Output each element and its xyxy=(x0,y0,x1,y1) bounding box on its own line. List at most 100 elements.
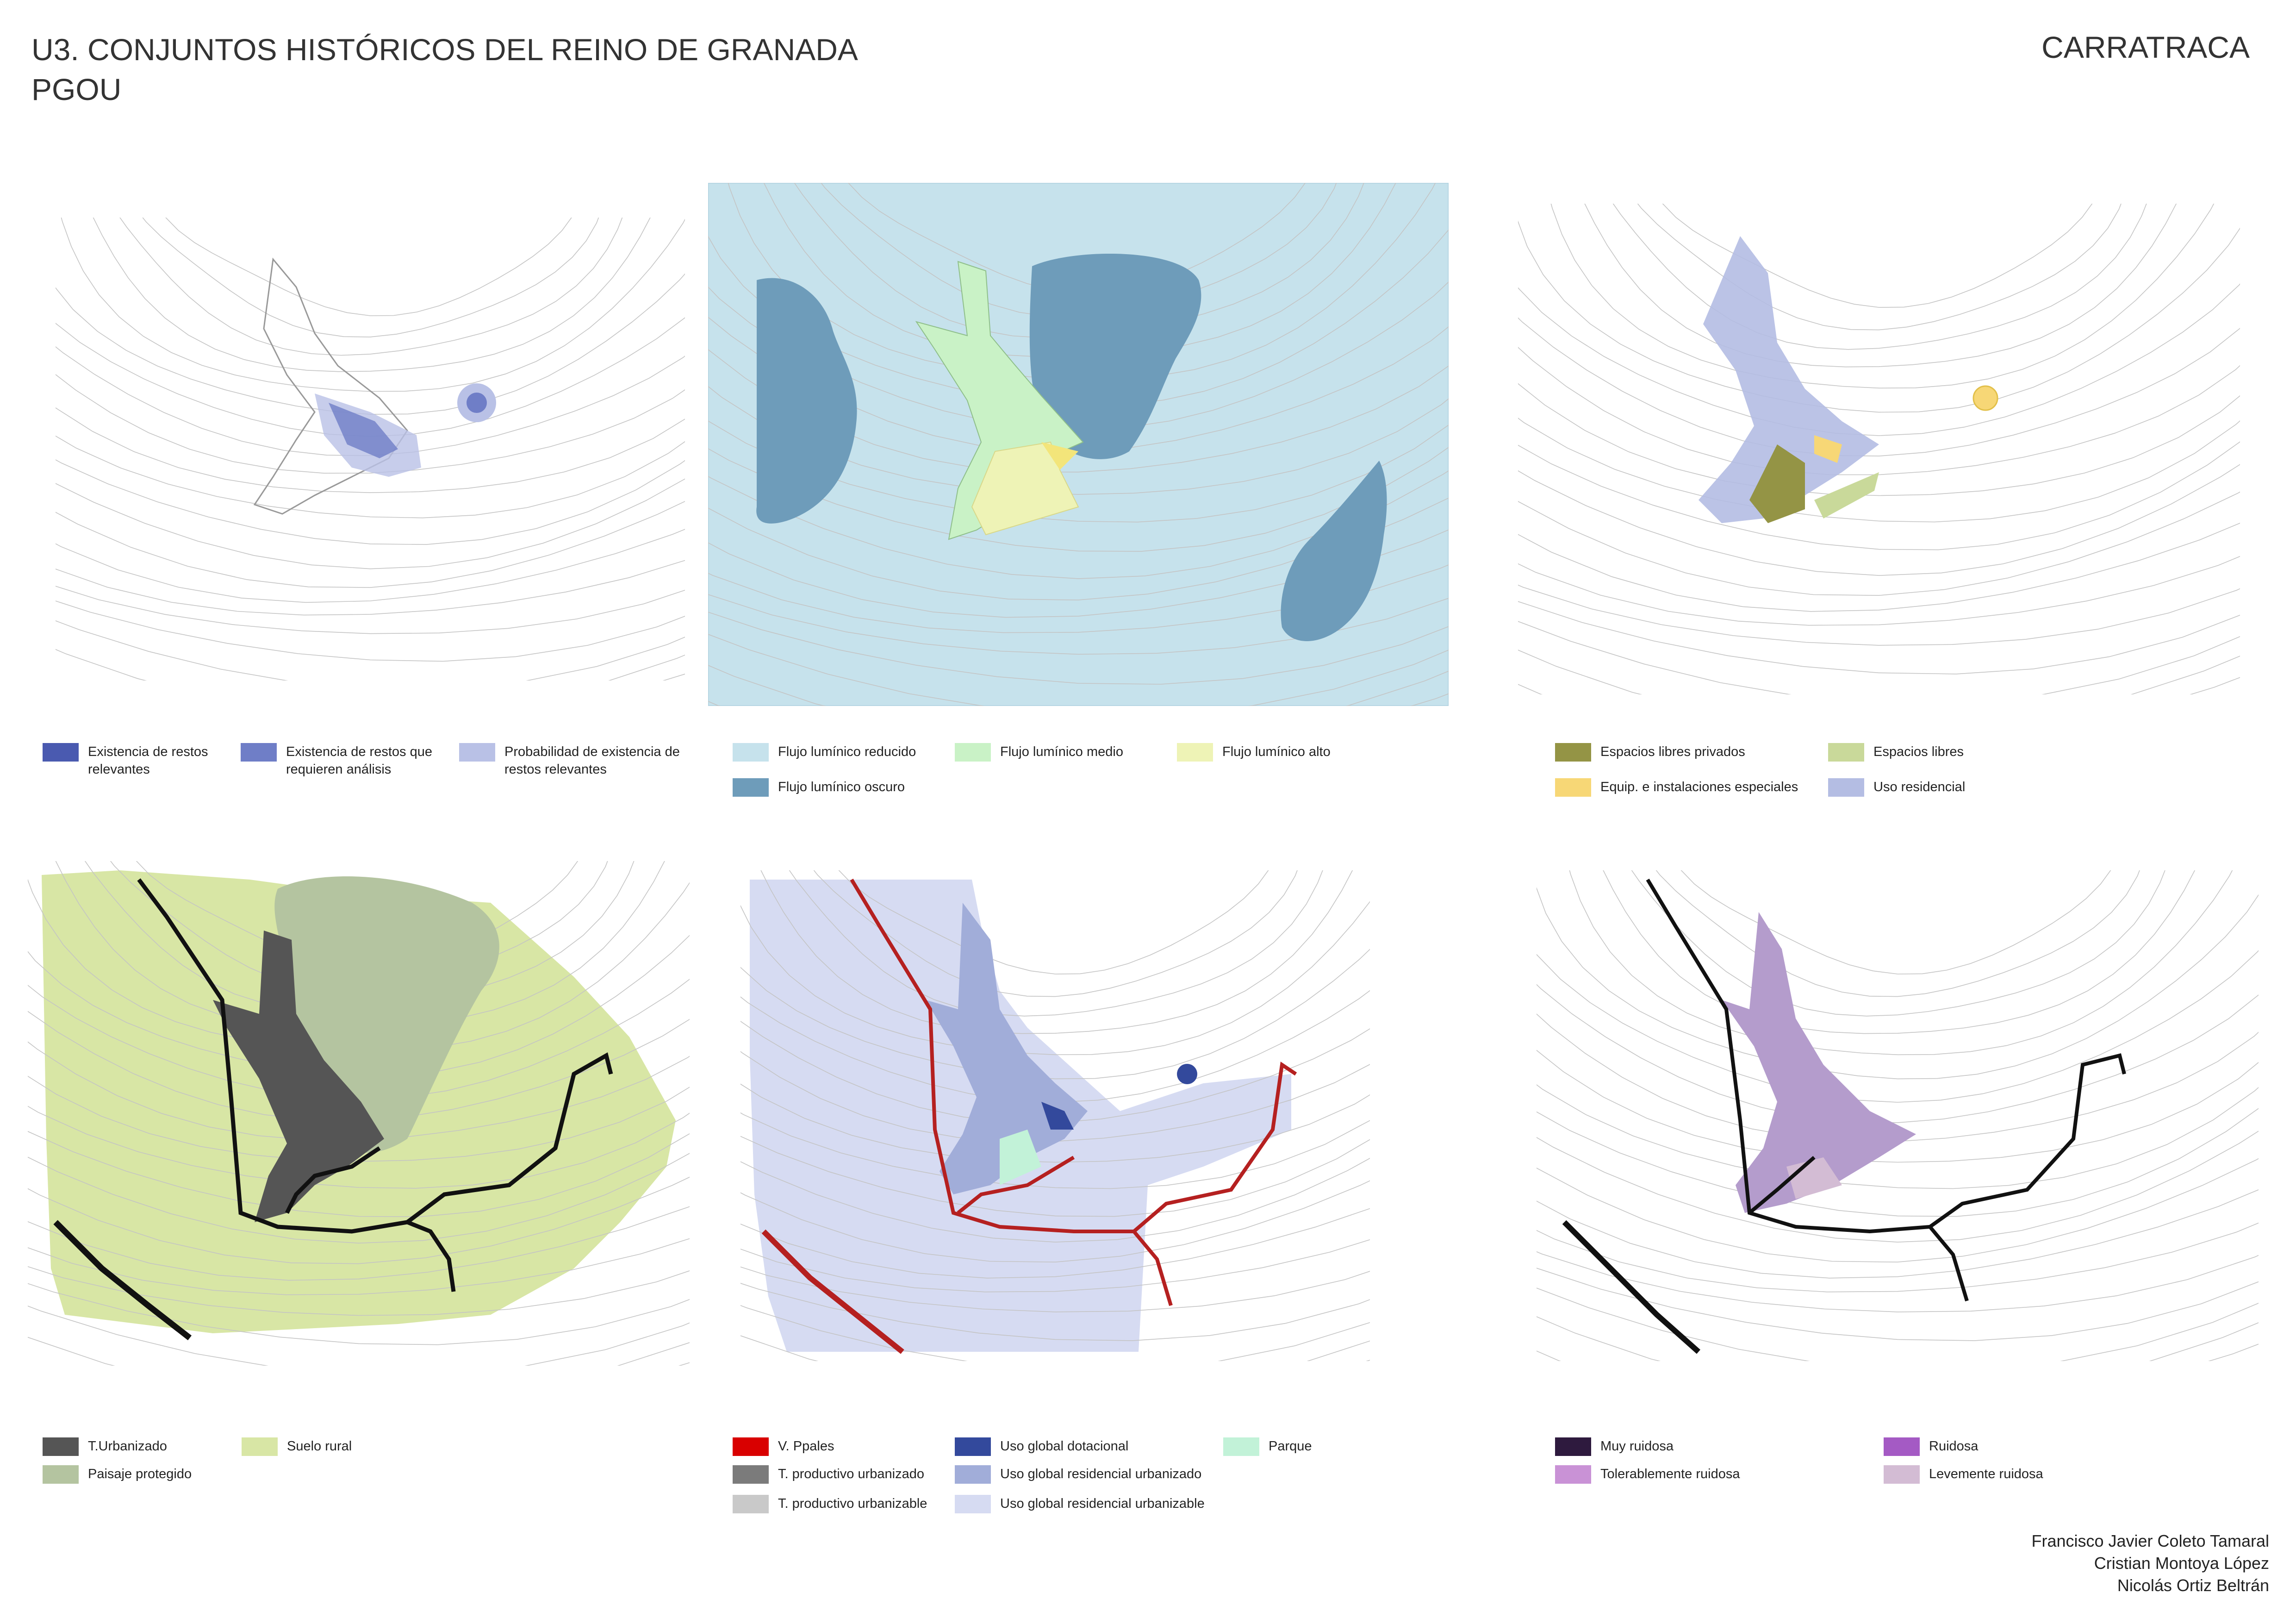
legend-swatch xyxy=(955,1437,991,1456)
legend-swatch xyxy=(1884,1465,1920,1484)
equipment-area xyxy=(1814,435,1842,463)
contour-line xyxy=(28,1106,690,1189)
author-name: Nicolás Ortiz Beltrán xyxy=(2117,1576,2269,1595)
map-light-flow xyxy=(708,183,1449,706)
legend-item: V. Ppales xyxy=(733,1437,834,1456)
legend-swatch xyxy=(43,1437,79,1456)
legend-label: Equip. e instalaciones especiales xyxy=(1600,780,1798,794)
legend-swatch xyxy=(1555,1465,1591,1484)
contour-line xyxy=(56,586,685,634)
contour-line xyxy=(708,529,1449,618)
town-outline xyxy=(253,257,408,515)
contour-line xyxy=(1537,887,2259,1080)
contour-line xyxy=(740,1180,1370,1263)
contour-line xyxy=(740,1112,1370,1189)
contour-line xyxy=(93,218,651,372)
main-road xyxy=(137,878,613,1234)
contour-line xyxy=(1518,347,2240,475)
main-road xyxy=(1646,878,2126,1234)
contour-line xyxy=(708,447,1449,552)
author-name: Francisco Javier Coleto Tamaral xyxy=(2031,1531,2269,1550)
contour-line xyxy=(28,1238,690,1295)
contour-line xyxy=(1518,621,2240,694)
contour-line xyxy=(740,1158,1370,1243)
branch-road xyxy=(1132,1230,1173,1306)
contour-line xyxy=(740,901,1370,1056)
contour-line xyxy=(740,1208,1370,1279)
legend-swatch xyxy=(1828,778,1864,797)
contour-line xyxy=(56,459,685,545)
contour-line xyxy=(1518,204,2240,694)
contour-line xyxy=(1550,204,2215,389)
contour-line xyxy=(1603,870,2196,1034)
contour-line xyxy=(708,612,1449,685)
legend-item: T.Urbanizado xyxy=(43,1437,167,1456)
contour-line xyxy=(1518,317,2240,456)
contour-line xyxy=(1537,1222,2259,1293)
legend-item: Espacios libres privados xyxy=(1555,743,1745,762)
legend-item: Suelo rural xyxy=(242,1437,352,1456)
contour-line xyxy=(1537,984,2259,1123)
highway xyxy=(761,1229,904,1354)
contour-line xyxy=(740,949,1370,1080)
contour-line xyxy=(28,1176,690,1264)
legend-item: Levemente ruidosa xyxy=(1884,1465,2043,1484)
legend-label: Tolerablemente ruidosa xyxy=(1600,1467,1740,1481)
legend-swatch xyxy=(1555,1437,1591,1456)
legend-item: Ruidosa xyxy=(1884,1437,1978,1456)
contour-lines xyxy=(1518,204,2240,694)
legend-land-uses: Espacios libres privados Espacios libres… xyxy=(1555,743,2249,799)
legend-item: Uso global residencial urbanizado xyxy=(955,1465,1201,1484)
legend-item: Existencia de restos que requieren análi… xyxy=(241,743,440,778)
dark-zone-west xyxy=(756,278,857,524)
contour-line xyxy=(1680,870,2111,974)
legend-label: Flujo lumínico oscuro xyxy=(778,780,905,794)
contour-line xyxy=(1537,1131,2259,1243)
legend-label: T.Urbanizado xyxy=(88,1439,167,1454)
legend-item: Probabilidad de existencia de restos rel… xyxy=(459,743,700,778)
contour-line xyxy=(1518,601,2240,675)
contour-line xyxy=(708,420,1449,523)
legend-soil: T.Urbanizado Suelo rural Paisaje protegi… xyxy=(43,1437,644,1493)
legend-item: T. productivo urbanizable xyxy=(733,1495,927,1513)
legend-label: Ruidosa xyxy=(1929,1439,1979,1454)
authors: Francisco Javier Coleto Tamaral Cristian… xyxy=(2031,1530,2269,1597)
contour-line xyxy=(740,1266,1370,1312)
legend-swatch xyxy=(955,743,991,762)
legend-swatch xyxy=(1884,1437,1920,1456)
title-line-2: PGOU xyxy=(31,72,122,106)
contour-line xyxy=(1537,1084,2259,1189)
contour-lines xyxy=(1537,870,2259,1361)
contour-line xyxy=(1537,1316,2259,1361)
legend-swatch xyxy=(955,1495,991,1513)
legend-item: Existencia de restos relevantes xyxy=(43,743,218,778)
contour-line xyxy=(1537,1189,2259,1279)
legend-item: Uso residencial xyxy=(1828,778,1965,797)
contour-line xyxy=(1518,677,2240,694)
contour-line xyxy=(708,386,1449,495)
contour-line xyxy=(1537,1108,2259,1217)
contour-line xyxy=(1518,441,2240,550)
legend-item: T. productivo urbanizado xyxy=(733,1465,924,1484)
parque-area xyxy=(1000,1130,1041,1185)
secondary-road xyxy=(1748,1156,1816,1215)
legend-swatch xyxy=(241,743,277,762)
contour-line xyxy=(142,218,599,337)
legend-swatch xyxy=(43,743,79,762)
legend-item: Parque xyxy=(1223,1437,1312,1456)
dotacional-area xyxy=(1041,1102,1074,1130)
equipment-spot xyxy=(1972,385,1998,411)
contour-line xyxy=(1537,1158,2259,1263)
contour-line xyxy=(789,870,1323,1017)
legend-label: Parque xyxy=(1269,1439,1312,1454)
contour-line xyxy=(1584,204,2177,368)
legend-swatch xyxy=(955,1465,991,1484)
legend-swatch xyxy=(733,743,769,762)
highway xyxy=(53,1220,192,1341)
legend-item: Flujo lumínico oscuro xyxy=(733,778,905,797)
dotacional-spot xyxy=(1177,1064,1197,1084)
main-road xyxy=(850,878,1297,1233)
contour-line xyxy=(28,1283,690,1345)
legend-item: Uso global residencial urbanizable xyxy=(955,1495,1205,1513)
legend-swatch xyxy=(1223,1437,1259,1456)
